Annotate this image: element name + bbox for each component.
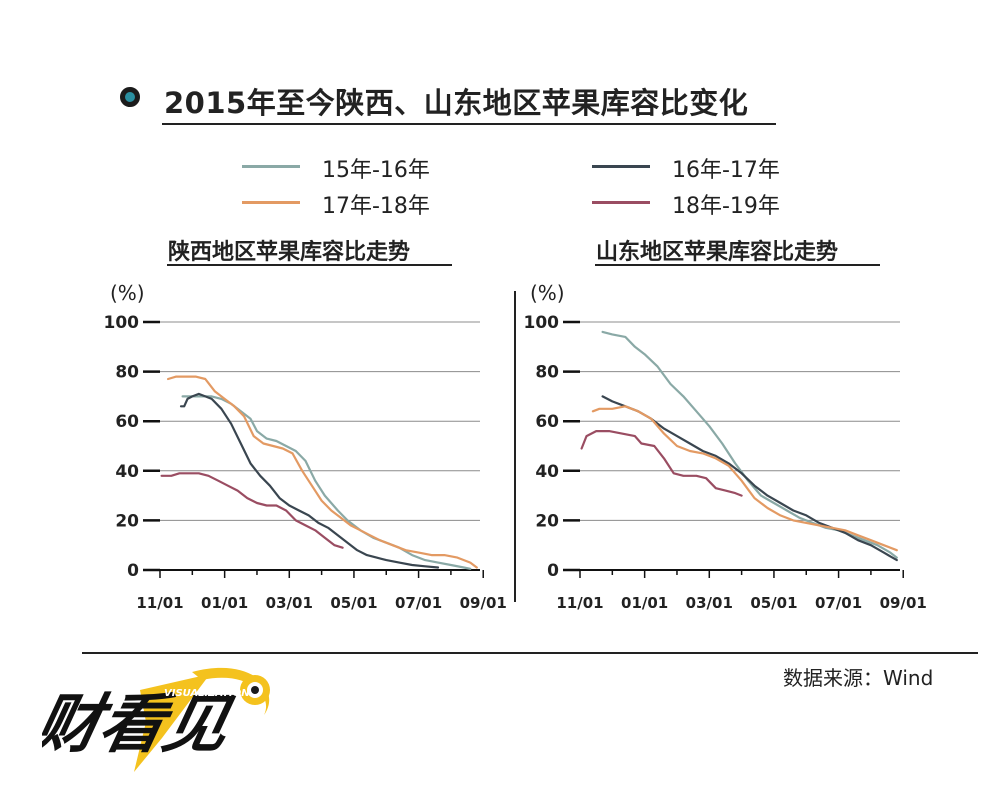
brand-logo-mark: 财看见 VISUALIZATION bbox=[28, 667, 270, 772]
legend-label: 17年-18年 bbox=[322, 194, 430, 219]
shaanxi-y-tick-label: 20 bbox=[115, 511, 139, 531]
shandong-x-tick-label: 07/01 bbox=[815, 594, 862, 612]
legend-label: 18年-19年 bbox=[672, 194, 780, 219]
legend-swatch bbox=[592, 201, 650, 204]
page-title: 2015年至今陕西、山东地区苹果库容比变化 bbox=[164, 86, 749, 120]
shandong-x-tick-label: 01/01 bbox=[621, 594, 668, 612]
footer-divider bbox=[82, 652, 978, 654]
legend-swatch bbox=[592, 165, 650, 168]
shaanxi-series-line-3 bbox=[160, 472, 344, 549]
shandong-x-tick-label: 03/01 bbox=[686, 594, 733, 612]
shandong-y-unit-label: (%) bbox=[530, 281, 565, 305]
shandong-y-tick-label: 0 bbox=[547, 561, 559, 581]
bullet-icon bbox=[120, 87, 140, 107]
legend-label: 16年-17年 bbox=[672, 158, 780, 183]
legend-label: 15年-16年 bbox=[322, 158, 430, 183]
shandong-y-tick-label: 60 bbox=[535, 412, 559, 432]
shaanxi-x-tick-label: 01/01 bbox=[201, 594, 248, 612]
legend-swatch bbox=[242, 201, 300, 204]
shaanxi-series-line-2 bbox=[167, 375, 478, 569]
shaanxi-chart-title: 陕西地区苹果库容比走势 bbox=[168, 240, 411, 265]
title-underline bbox=[162, 123, 776, 125]
shaanxi-y-unit-label: (%) bbox=[110, 281, 145, 305]
chart-divider bbox=[514, 291, 516, 602]
shaanxi-x-tick-label: 07/01 bbox=[395, 594, 442, 612]
brand-logo: 财看见 VISUALIZATION bbox=[28, 660, 282, 780]
shandong-y-tick-label: 20 bbox=[535, 511, 559, 531]
shandong-series-line-3 bbox=[580, 430, 743, 497]
shaanxi-y-tick-label: 0 bbox=[127, 561, 139, 581]
shaanxi-y-tick-label: 80 bbox=[115, 363, 139, 383]
shandong-y-tick-label: 40 bbox=[535, 462, 559, 482]
shaanxi-y-tick-label: 60 bbox=[115, 412, 139, 432]
shaanxi-x-tick-label: 11/01 bbox=[136, 594, 183, 612]
shaanxi-x-tick-label: 03/01 bbox=[266, 594, 313, 612]
shaanxi-y-tick-label: 40 bbox=[115, 462, 139, 482]
svg-text:VISUALIZATION: VISUALIZATION bbox=[164, 688, 250, 699]
source-note: 数据来源：Wind bbox=[783, 666, 934, 690]
svg-text:财看见: 财看见 bbox=[42, 688, 239, 762]
shaanxi-title-underline bbox=[167, 264, 452, 266]
shandong-x-tick-label: 11/01 bbox=[556, 594, 603, 612]
shandong-x-tick-label: 09/01 bbox=[880, 594, 927, 612]
shandong-y-tick-label: 100 bbox=[524, 313, 560, 333]
shaanxi-series-line-0 bbox=[181, 395, 472, 570]
shaanxi-y-tick-label: 100 bbox=[104, 313, 140, 333]
shandong-series-line-2 bbox=[591, 405, 898, 552]
shaanxi-x-tick-label: 05/01 bbox=[330, 594, 377, 612]
shandong-chart-title: 山东地区苹果库容比走势 bbox=[596, 240, 839, 265]
legend-swatch bbox=[242, 165, 300, 168]
shaanxi-series-line-1 bbox=[179, 392, 440, 569]
shandong-y-tick-label: 80 bbox=[535, 363, 559, 383]
shandong-title-underline bbox=[595, 264, 880, 266]
shandong-x-tick-label: 05/01 bbox=[750, 594, 797, 612]
shaanxi-x-tick-label: 09/01 bbox=[460, 594, 507, 612]
